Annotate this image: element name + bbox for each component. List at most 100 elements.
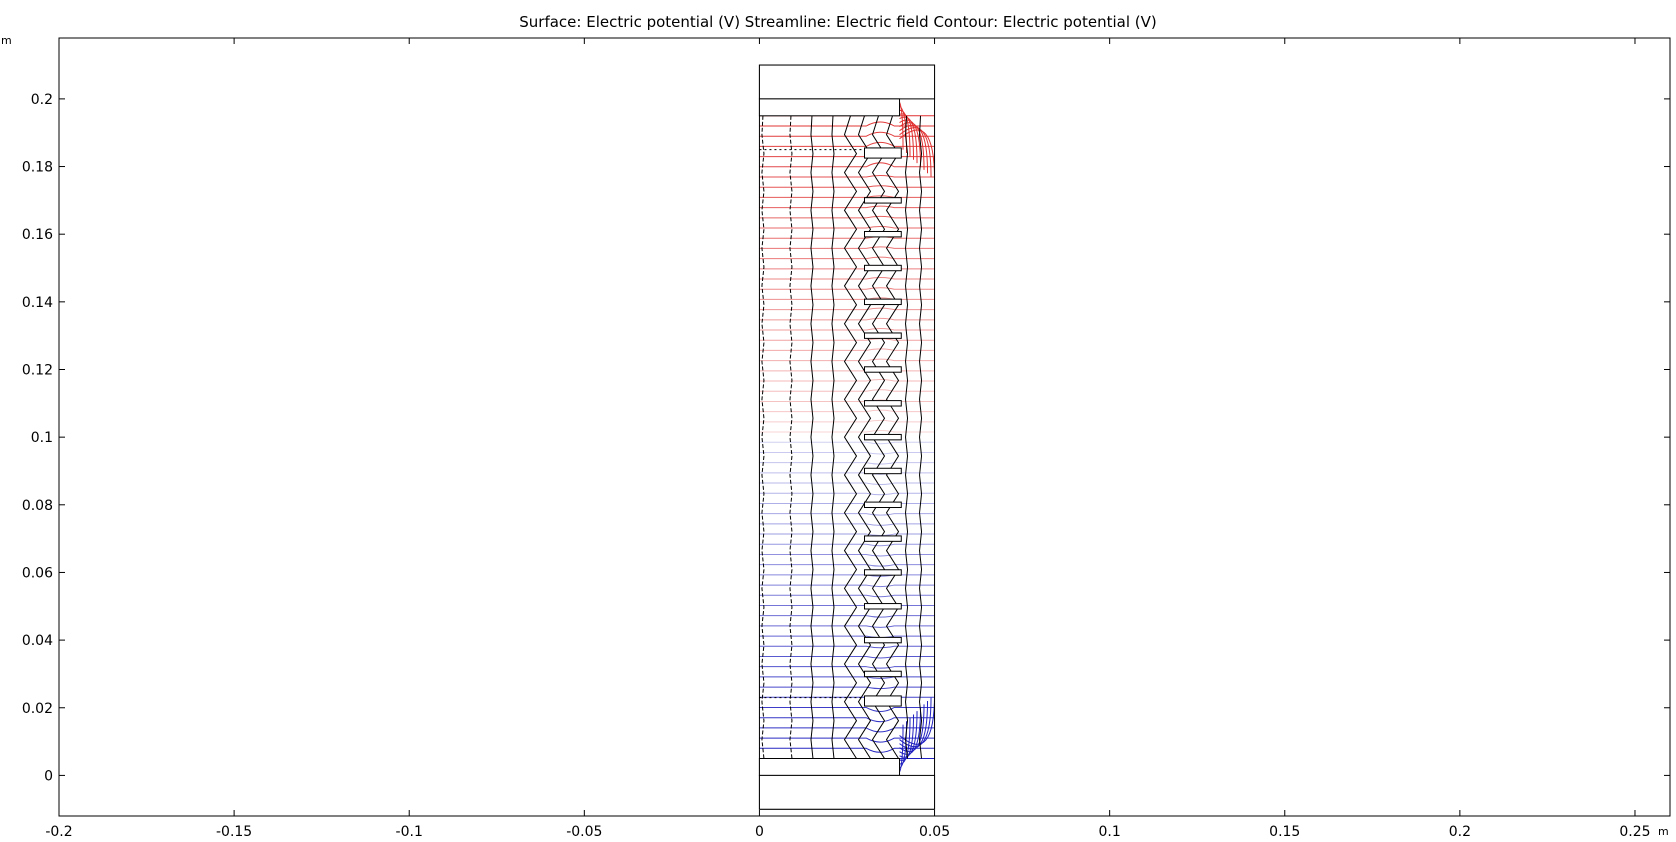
contour-line [759, 686, 935, 690]
electrode-ring [864, 366, 902, 373]
contour-line [759, 338, 935, 341]
contour-line [759, 297, 935, 300]
streamline [857, 115, 872, 759]
electrode-ring [864, 535, 902, 542]
electrode-ring [864, 298, 902, 306]
streamline [810, 115, 814, 759]
y-tick-label: 0.04 [22, 633, 53, 649]
contour-line-corner [899, 119, 922, 167]
contour-line [759, 441, 935, 445]
y-axis: 0 0.02 0.04 0.06 0.08 0.1 0.12 0.14 0.16 0.18 0.2 [22, 92, 1670, 784]
x-tick-label: 0.25 [1619, 824, 1650, 840]
contour-line [759, 307, 935, 311]
contour-line [759, 635, 935, 639]
contour-line [759, 594, 935, 598]
x-tick-label: 0.2 [1449, 824, 1471, 840]
contour-line [759, 419, 935, 423]
y-tick-label: 0.1 [31, 430, 53, 446]
contour-line [759, 615, 935, 618]
contour-line [759, 277, 935, 280]
contour-line [759, 574, 935, 577]
contour-line [759, 564, 935, 567]
contour-line [759, 472, 935, 475]
contour-line [759, 533, 935, 537]
contour-line [759, 141, 935, 147]
contour-line [759, 266, 935, 270]
contour-line [759, 502, 935, 506]
contour-line [759, 523, 935, 526]
bottom-electrode [758, 757, 901, 776]
electrode-ring [864, 264, 902, 272]
contour-line [759, 409, 935, 413]
y-tick-label: 0.02 [22, 701, 53, 717]
bottom-cap [758, 774, 936, 810]
contour-line [759, 727, 935, 733]
y-tick-label: 0.06 [22, 565, 53, 581]
contour-line-corner [899, 707, 922, 755]
x-tick-label: 0.1 [1099, 824, 1121, 840]
contour-line-corner [899, 704, 925, 753]
electrode-ring [864, 147, 902, 159]
x-tick-label: -0.05 [566, 824, 602, 840]
electrode-ring [864, 636, 902, 644]
device-geometry [758, 64, 936, 810]
y-tick-label: 0.12 [22, 362, 53, 378]
x-axis: -0.2 -0.15 -0.1 -0.05 0 0.05 0.1 0.15 0.2 0.25 [45, 38, 1651, 840]
contour-line [759, 462, 935, 465]
contour-line [759, 317, 935, 321]
y-unit-label: m [1, 34, 12, 47]
y-tick-label: 0.2 [31, 92, 53, 108]
top-electrode [758, 98, 901, 117]
x-tick-label: -0.1 [396, 824, 423, 840]
contour-line [759, 379, 935, 382]
contour-line [759, 430, 935, 433]
contour-line [759, 543, 935, 547]
x-unit-label: m [1658, 825, 1669, 838]
contour-line [759, 328, 935, 331]
electrode-ring [864, 230, 902, 238]
streamline [761, 115, 765, 759]
contour-line [759, 162, 935, 168]
contour-line [759, 482, 935, 486]
contour-line [759, 451, 935, 455]
streamline [789, 115, 793, 759]
contour-line [759, 492, 935, 496]
y-tick-label: 0.16 [22, 227, 53, 243]
contour-line [759, 358, 935, 362]
contour-line [759, 676, 935, 679]
electrode-ring [864, 197, 902, 204]
contour-line [759, 645, 935, 649]
contour-line [759, 348, 935, 351]
contour-line [759, 553, 935, 557]
electrode-ring [864, 433, 902, 441]
x-tick-label: -0.15 [216, 824, 252, 840]
contour-line-corner [899, 122, 925, 170]
contour-line [759, 717, 935, 723]
contour-line [759, 195, 935, 198]
y-tick-label: 0.18 [22, 160, 53, 176]
contour-line [759, 737, 935, 743]
streamline [843, 115, 858, 759]
top-cap [758, 64, 936, 100]
chart-title: Surface: Electric potential (V) Streamli… [519, 13, 1156, 31]
streamline [831, 115, 835, 759]
contour-line [759, 121, 935, 127]
contour-line [759, 399, 935, 402]
contour-line [759, 175, 935, 178]
x-tick-label: 0.15 [1269, 824, 1300, 840]
contour-line [759, 256, 935, 260]
contour-line [759, 706, 935, 712]
contour-line [759, 389, 935, 392]
contour-line [759, 226, 935, 229]
electrode-ring [864, 332, 902, 339]
contour-line [759, 655, 935, 659]
streamline [905, 115, 909, 759]
contour-line [759, 513, 935, 516]
contour-line [759, 215, 935, 219]
contour-line [759, 185, 935, 188]
electrode-ring [864, 603, 902, 610]
potential-contours [759, 102, 936, 773]
y-tick-label: 0.14 [22, 295, 53, 311]
contour-line [759, 236, 935, 239]
